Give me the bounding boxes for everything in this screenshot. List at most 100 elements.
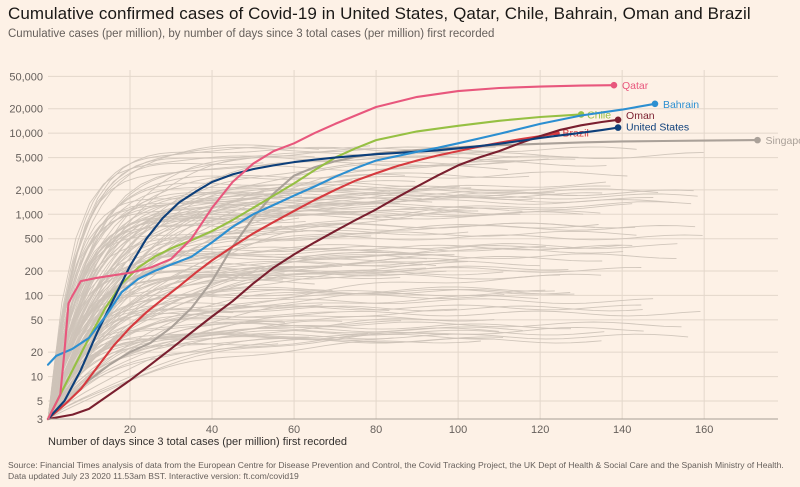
context-line bbox=[47, 224, 599, 420]
series-label-oman: Oman bbox=[626, 110, 655, 122]
y-tick-label: 10,000 bbox=[9, 128, 43, 140]
context-line bbox=[47, 329, 605, 420]
x-tick-label: 40 bbox=[206, 424, 218, 436]
context-line bbox=[47, 190, 578, 420]
series-end-dot-qatar bbox=[610, 81, 618, 89]
context-line bbox=[47, 201, 692, 420]
y-tick-label: 50 bbox=[31, 315, 43, 327]
context-line bbox=[47, 181, 427, 420]
update-note: Data updated July 23 2020 11.53am BST. I… bbox=[8, 471, 299, 481]
x-tick-label: 160 bbox=[695, 424, 713, 436]
x-tick-label: 120 bbox=[531, 424, 549, 436]
context-line bbox=[47, 165, 508, 420]
y-tick-label: 100 bbox=[25, 290, 43, 302]
y-tick-label: 200 bbox=[25, 266, 43, 278]
chart-title: Cumulative confirmed cases of Covid-19 i… bbox=[8, 4, 751, 23]
context-line bbox=[47, 219, 284, 420]
context-line bbox=[47, 234, 703, 420]
series-end-dot-united-states bbox=[614, 124, 622, 131]
source-note: Source: Financial Times analysis of data… bbox=[8, 460, 784, 470]
context-line bbox=[47, 294, 539, 420]
x-axis-label: Number of days since 3 total cases (per … bbox=[48, 436, 347, 448]
y-tick-label: 2,000 bbox=[15, 185, 43, 197]
context-line bbox=[47, 318, 495, 420]
series-end-dot-oman bbox=[614, 116, 622, 124]
context-line bbox=[47, 235, 372, 420]
x-tick-label: 140 bbox=[613, 424, 631, 436]
context-line bbox=[47, 333, 495, 420]
context-line bbox=[47, 274, 561, 420]
series-lines: SingaporeBrazilOmanChileUnited StatesBah… bbox=[46, 80, 800, 421]
x-tick-label: 20 bbox=[124, 424, 136, 436]
context-line bbox=[47, 162, 264, 420]
axis: 3 5 10 20 50 100 200 500 1,000 2,000 5,000 10,000 20… bbox=[9, 71, 778, 436]
context-line bbox=[47, 144, 371, 420]
context-line bbox=[47, 276, 401, 420]
series-label-singapore: Singapore bbox=[765, 135, 800, 147]
context-line bbox=[47, 210, 471, 420]
context-line bbox=[47, 273, 602, 420]
x-tick-label: 60 bbox=[288, 424, 300, 436]
context-line bbox=[47, 326, 523, 420]
context-line bbox=[47, 286, 555, 420]
context-line bbox=[47, 336, 504, 420]
context-line bbox=[47, 332, 449, 420]
series-line-chile bbox=[46, 113, 583, 421]
context-line bbox=[47, 310, 701, 420]
context-line bbox=[47, 197, 654, 420]
series-label-qatar: Qatar bbox=[622, 80, 649, 92]
context-line bbox=[47, 288, 571, 420]
context-line bbox=[47, 266, 328, 420]
context-line bbox=[47, 326, 644, 420]
context-line bbox=[47, 247, 624, 420]
x-tick-label: 80 bbox=[370, 424, 382, 436]
context-line bbox=[47, 253, 677, 420]
context-line bbox=[47, 188, 659, 420]
series-label-bahrain: Bahrain bbox=[663, 99, 699, 111]
context-line bbox=[47, 332, 369, 420]
y-tick-label: 20,000 bbox=[9, 104, 43, 116]
context-line bbox=[47, 179, 353, 420]
series-line-qatar bbox=[46, 84, 616, 421]
context-line bbox=[47, 298, 654, 420]
context-line bbox=[47, 263, 423, 420]
context-line bbox=[47, 203, 473, 420]
y-tick-label: 10 bbox=[31, 372, 43, 384]
context-line bbox=[47, 230, 637, 420]
context-line bbox=[47, 199, 674, 420]
context-line bbox=[47, 158, 576, 420]
context-line bbox=[47, 228, 381, 420]
context-line bbox=[47, 181, 606, 420]
y-tick-label: 5,000 bbox=[15, 153, 43, 165]
y-tick-label: 3 bbox=[37, 414, 43, 426]
context-line bbox=[47, 321, 682, 420]
series-line-singapore bbox=[46, 139, 759, 421]
context-line bbox=[47, 203, 633, 420]
footer: Source: Financial Times analysis of data… bbox=[8, 460, 784, 482]
y-tick-label: 50,000 bbox=[9, 71, 43, 83]
context-line bbox=[47, 173, 405, 420]
context-line bbox=[47, 256, 603, 420]
context-line bbox=[47, 217, 300, 420]
context-line bbox=[47, 184, 460, 420]
series-end-dot-bahrain bbox=[651, 100, 659, 108]
series-line-bahrain bbox=[46, 102, 657, 366]
context-line bbox=[47, 290, 425, 420]
series-line-united-states bbox=[46, 126, 620, 421]
context-line bbox=[47, 151, 704, 420]
series-label-united-states: United States bbox=[626, 122, 689, 134]
series-end-dot-singapore bbox=[754, 136, 761, 144]
y-tick-label: 5 bbox=[37, 396, 43, 408]
context-line bbox=[47, 182, 266, 420]
context-line bbox=[47, 155, 549, 420]
y-tick-label: 20 bbox=[31, 347, 43, 359]
context-line bbox=[47, 229, 469, 420]
series-line-brazil bbox=[46, 132, 558, 421]
context-line bbox=[47, 171, 628, 420]
context-line bbox=[47, 305, 643, 420]
context-line bbox=[47, 185, 611, 420]
x-tick-label: 100 bbox=[449, 424, 467, 436]
y-tick-label: 500 bbox=[25, 234, 43, 246]
y-tick-label: 1,000 bbox=[15, 209, 43, 221]
